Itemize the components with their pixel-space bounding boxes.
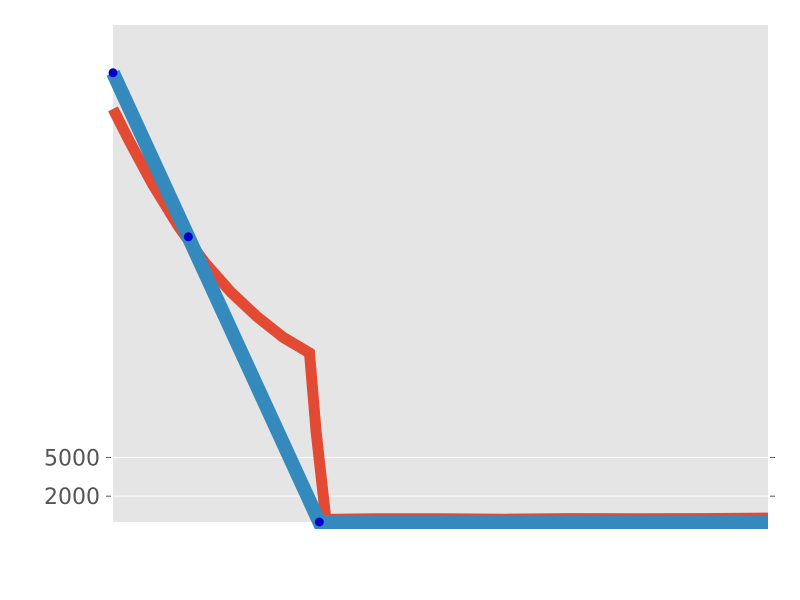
series-line-1 [106,69,768,529]
y-tick-label: 5000 [44,446,100,471]
series-1-marker-0 [108,68,118,78]
gridlines [113,456,768,497]
series-1-marker-1 [183,232,193,242]
plot-area-background [113,25,768,522]
series-1-marker-2 [314,517,324,527]
y-axis-ticks: 2000 5000 [44,446,775,510]
series-layer [106,68,769,529]
y-tick-label: 2000 [44,485,100,510]
